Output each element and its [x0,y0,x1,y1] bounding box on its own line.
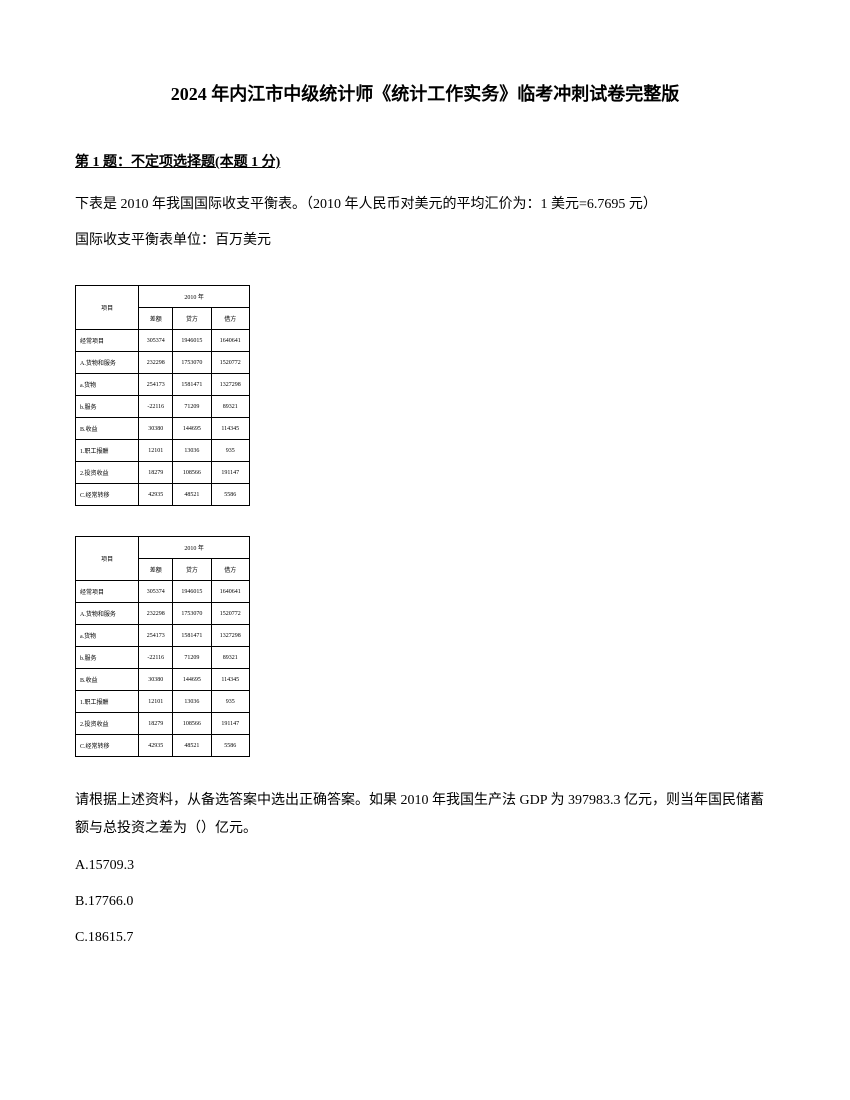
question-header: 第 1 题：不定项选择题(本题 1 分) [75,151,775,171]
table-row: a.货物 254173 1581471 1327298 [76,374,250,396]
table-header-debit: 借方 [211,308,249,330]
option-c: C.18615.7 [75,923,775,954]
table-row: A.货物和服务 232298 1753070 1520772 [76,603,250,625]
table-header-credit: 贷方 [173,308,211,330]
table-header-credit: 贷方 [173,559,211,581]
table-row: C.经常转移 42935 48521 5586 [76,484,250,506]
answer-prompt: 请根据上述资料，从备选答案中选出正确答案。如果 2010 年我国生产法 GDP … [75,787,775,843]
data-table-2: 项目 2010 年 差额 贷方 借方 经常项目 305374 1946015 1… [75,536,775,757]
table-header-diff: 差额 [139,559,173,581]
table-row: B.收益 30380 144695 114345 [76,418,250,440]
table-row: 经常项目 305374 1946015 1640641 [76,581,250,603]
table-header-item: 项目 [76,537,139,581]
table-row: 2.投资收益 18279 108566 191147 [76,713,250,735]
table-header-year: 2010 年 [139,286,250,308]
table-row: 1.职工报酬 12101 13036 935 [76,440,250,462]
table-row: b.服务 -22116 71209 89321 [76,396,250,418]
table-header-item: 项目 [76,286,139,330]
table-row: 1.职工报酬 12101 13036 935 [76,691,250,713]
option-b: B.17766.0 [75,887,775,918]
table-row: b.服务 -22116 71209 89321 [76,647,250,669]
option-a: A.15709.3 [75,851,775,882]
question-text-1: 下表是 2010 年我国国际收支平衡表。（2010 年人民币对美元的平均汇价为：… [75,191,775,219]
table-row: B.收益 30380 144695 114345 [76,669,250,691]
table-row: 2.投资收益 18279 108566 191147 [76,462,250,484]
table-header-year: 2010 年 [139,537,250,559]
table-row: C.经常转移 42935 48521 5586 [76,735,250,757]
data-table-1: 项目 2010 年 差额 贷方 借方 经常项目 305374 1946015 1… [75,285,775,506]
page-title: 2024 年内江市中级统计师《统计工作实务》临考冲刺试卷完整版 [75,80,775,106]
table-row: 经常项目 305374 1946015 1640641 [76,330,250,352]
table-row: a.货物 254173 1581471 1327298 [76,625,250,647]
table-row: A.货物和服务 232298 1753070 1520772 [76,352,250,374]
table-header-diff: 差额 [139,308,173,330]
question-text-2: 国际收支平衡表单位：百万美元 [75,227,775,255]
table-header-debit: 借方 [211,559,249,581]
